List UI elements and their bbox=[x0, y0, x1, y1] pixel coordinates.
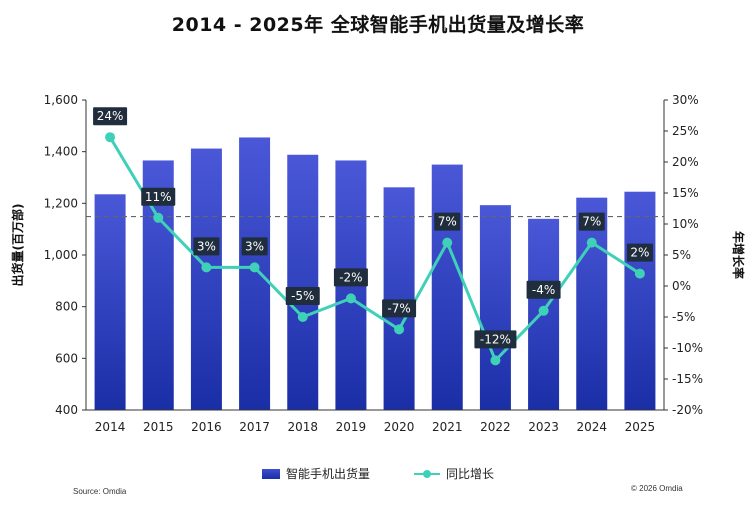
x-tick-label-2015: 2015 bbox=[143, 420, 174, 434]
growth-label-box bbox=[141, 187, 176, 206]
legend-label-shipments: 智能手机出货量 bbox=[285, 467, 370, 481]
chart-title: 2014 - 2025年 全球智能手机出货量及增长率 bbox=[171, 14, 585, 36]
growth-label-2024: 7% bbox=[582, 215, 601, 229]
x-tick-label-2019: 2019 bbox=[336, 420, 367, 434]
growth-label-box bbox=[474, 330, 517, 349]
growth-label-box bbox=[626, 243, 653, 262]
y-tick-label-right: -10% bbox=[672, 341, 703, 355]
legend-line-swatch bbox=[414, 469, 440, 479]
x-tick-label-2023: 2023 bbox=[528, 420, 559, 434]
y-axis-left-title: 出货量(百万部) bbox=[10, 204, 25, 287]
y-tick-label-right: 20% bbox=[672, 155, 699, 169]
copyright-note: © 2026 Omdia bbox=[631, 484, 683, 493]
y-tick-label-right: 5% bbox=[672, 248, 691, 262]
growth-label-box bbox=[241, 237, 268, 256]
bar-2017[interactable] bbox=[239, 137, 271, 411]
legend-item-growth[interactable]: 同比增长 bbox=[414, 465, 494, 482]
y-tick-label-right: 0% bbox=[672, 279, 691, 293]
y-tick-label-right: 25% bbox=[672, 124, 699, 138]
y-tick-label-right: 10% bbox=[672, 217, 699, 231]
x-tick-label-2025: 2025 bbox=[625, 420, 656, 434]
y-tick-label-left: 1,600 bbox=[44, 93, 78, 107]
growth-point-2016[interactable] bbox=[201, 262, 212, 273]
y-tick-label-left: 1,200 bbox=[44, 196, 78, 210]
legend: 智能手机出货量 同比增长 bbox=[0, 465, 756, 482]
growth-label-2015: 11% bbox=[145, 190, 172, 204]
x-tick-label-2014: 2014 bbox=[95, 420, 126, 434]
bar-2021[interactable] bbox=[431, 164, 463, 410]
y-tick-label-left: 400 bbox=[55, 403, 78, 417]
bar-2022[interactable] bbox=[479, 205, 511, 410]
growth-point-2025[interactable] bbox=[634, 268, 645, 279]
growth-point-2014[interactable] bbox=[105, 132, 116, 143]
y-tick-label-left: 800 bbox=[55, 300, 78, 314]
growth-label-2017: 3% bbox=[245, 239, 264, 253]
growth-label-box bbox=[193, 237, 220, 256]
bar-2016[interactable] bbox=[190, 148, 222, 411]
x-tick-label-2020: 2020 bbox=[384, 420, 415, 434]
growth-label-box bbox=[526, 280, 561, 299]
x-tick-label-2016: 2016 bbox=[191, 420, 222, 434]
growth-label-box bbox=[93, 107, 128, 126]
growth-point-2021[interactable] bbox=[442, 237, 453, 248]
growth-point-2020[interactable] bbox=[394, 324, 405, 335]
legend-label-growth: 同比增长 bbox=[446, 467, 495, 481]
growth-label-box bbox=[285, 287, 320, 305]
y-tick-label-right: -15% bbox=[672, 372, 703, 386]
growth-label-2020: -7% bbox=[387, 301, 410, 315]
legend-bar-swatch bbox=[261, 468, 280, 479]
bar-2018[interactable] bbox=[287, 154, 319, 410]
growth-label-box bbox=[578, 212, 605, 231]
x-tick-label-2018: 2018 bbox=[287, 420, 318, 434]
growth-point-2017[interactable] bbox=[249, 262, 260, 273]
y-tick-label-right: 15% bbox=[672, 186, 699, 200]
growth-label-2025: 2% bbox=[630, 246, 649, 260]
bar-2025[interactable] bbox=[624, 191, 656, 410]
growth-label-2018: -5% bbox=[291, 289, 314, 303]
growth-label-2021: 7% bbox=[438, 215, 457, 229]
y-tick-label-right: 30% bbox=[672, 93, 699, 107]
legend-item-shipments[interactable]: 智能手机出货量 bbox=[261, 465, 370, 482]
growth-label-box bbox=[333, 268, 368, 287]
x-tick-label-2024: 2024 bbox=[576, 420, 607, 434]
growth-label-2019: -2% bbox=[339, 270, 362, 284]
x-tick-label-2022: 2022 bbox=[480, 420, 511, 434]
bar-2014[interactable] bbox=[94, 194, 126, 410]
y-tick-label-left: 1,000 bbox=[44, 248, 78, 262]
growth-label-2014: 24% bbox=[97, 109, 124, 123]
growth-label-2022: -12% bbox=[480, 332, 511, 346]
growth-label-2016: 3% bbox=[197, 239, 216, 253]
y-axis-right-title: 年增长率 bbox=[731, 231, 746, 279]
growth-point-2019[interactable] bbox=[345, 293, 356, 304]
y-tick-label-right: -20% bbox=[672, 403, 703, 417]
growth-point-2022[interactable] bbox=[490, 355, 501, 366]
growth-label-2023: -4% bbox=[532, 283, 555, 297]
x-tick-label-2017: 2017 bbox=[239, 420, 270, 434]
growth-point-2015[interactable] bbox=[153, 212, 164, 223]
growth-point-2024[interactable] bbox=[586, 237, 597, 248]
source-note: Source: Omdia bbox=[73, 487, 127, 496]
growth-point-2018[interactable] bbox=[297, 312, 308, 322]
bar-2020[interactable] bbox=[383, 187, 415, 410]
growth-point-2023[interactable] bbox=[538, 305, 549, 316]
bar-2024[interactable] bbox=[576, 197, 608, 410]
x-tick-label-2021: 2021 bbox=[432, 420, 463, 434]
growth-label-box bbox=[434, 212, 461, 231]
y-tick-label-left: 600 bbox=[55, 351, 78, 365]
y-tick-label-right: -5% bbox=[672, 310, 695, 324]
y-tick-label-left: 1,400 bbox=[44, 145, 78, 159]
growth-label-box bbox=[382, 299, 417, 318]
growth-line bbox=[108, 136, 641, 362]
